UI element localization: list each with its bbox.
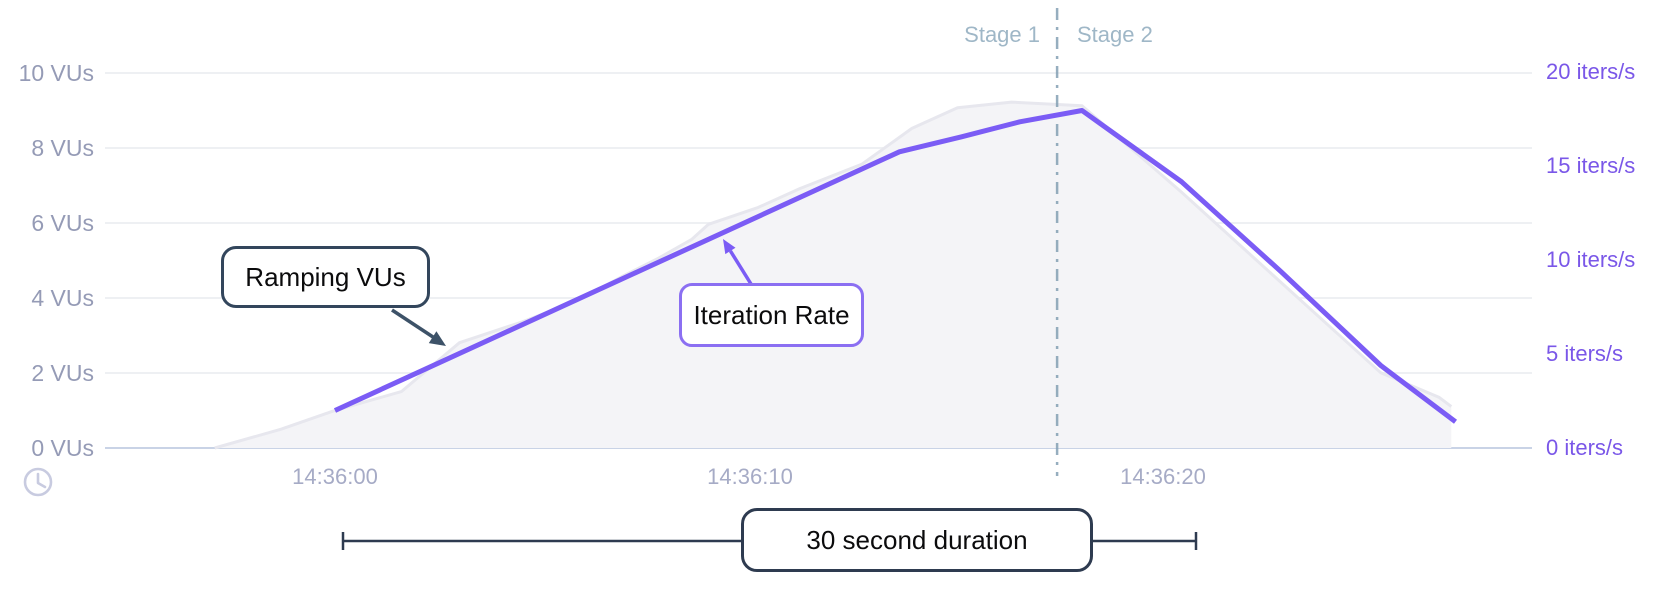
ramping-vus-arrow-shaft	[391, 308, 434, 339]
vus-line	[333, 108, 1458, 424]
y-axis-right-tick-10iters: 10 iters/s	[1546, 247, 1636, 272]
iteration-rate-area-layer	[214, 100, 1453, 450]
iteration-rate-arrow-shaft	[728, 249, 753, 285]
clock-icon-hands	[36, 472, 47, 489]
x-axis-tick-143600: 14:36:00	[292, 464, 378, 489]
x-axis-tick-143620: 14:36:20	[1120, 464, 1206, 489]
y-axis-right-tick-5iters: 5 iters/s	[1546, 341, 1624, 366]
iteration-rate-callout: Iteration Rate	[679, 283, 864, 347]
ramping-vus-arrow	[391, 308, 446, 346]
ramping-vus-arrowhead-icon	[428, 331, 446, 346]
clock-icon	[23, 467, 53, 497]
iteration-rate-arrow	[723, 239, 753, 285]
y-axis-left-tick-4vus: 4 VUs	[31, 285, 94, 311]
y-axis-right-tick-0iters: 0 iters/s	[1546, 435, 1624, 460]
ramping-vus-callout: Ramping VUs	[221, 246, 430, 308]
y-axis-left-tick-2vus: 2 VUs	[31, 360, 94, 386]
duration-callout: 30 second duration	[741, 508, 1093, 572]
y-axis-left-tick-10vus: 10 VUs	[18, 60, 94, 86]
iteration-rate-area-edge	[214, 100, 1453, 450]
iteration-rate-area	[214, 102, 1452, 448]
vus-line-layer	[333, 108, 1458, 424]
stage-2-label: Stage 2	[1077, 22, 1153, 47]
y-axis-left-tick-0vus: 0 VUs	[31, 435, 94, 461]
y-axis-right-tick-20iters: 20 iters/s	[1546, 59, 1636, 84]
y-axis-left-tick-8vus: 8 VUs	[31, 135, 94, 161]
duration-bracket	[341, 532, 1198, 550]
y-axis-right-tick-15iters: 15 iters/s	[1546, 153, 1636, 178]
x-axis-tick-143610: 14:36:10	[707, 464, 793, 489]
iteration-rate-arrowhead-icon	[723, 239, 736, 255]
stage-1-label: Stage 1	[964, 22, 1040, 47]
clock-icon-face	[23, 467, 53, 497]
y-axis-left-tick-6vus: 6 VUs	[31, 210, 94, 236]
